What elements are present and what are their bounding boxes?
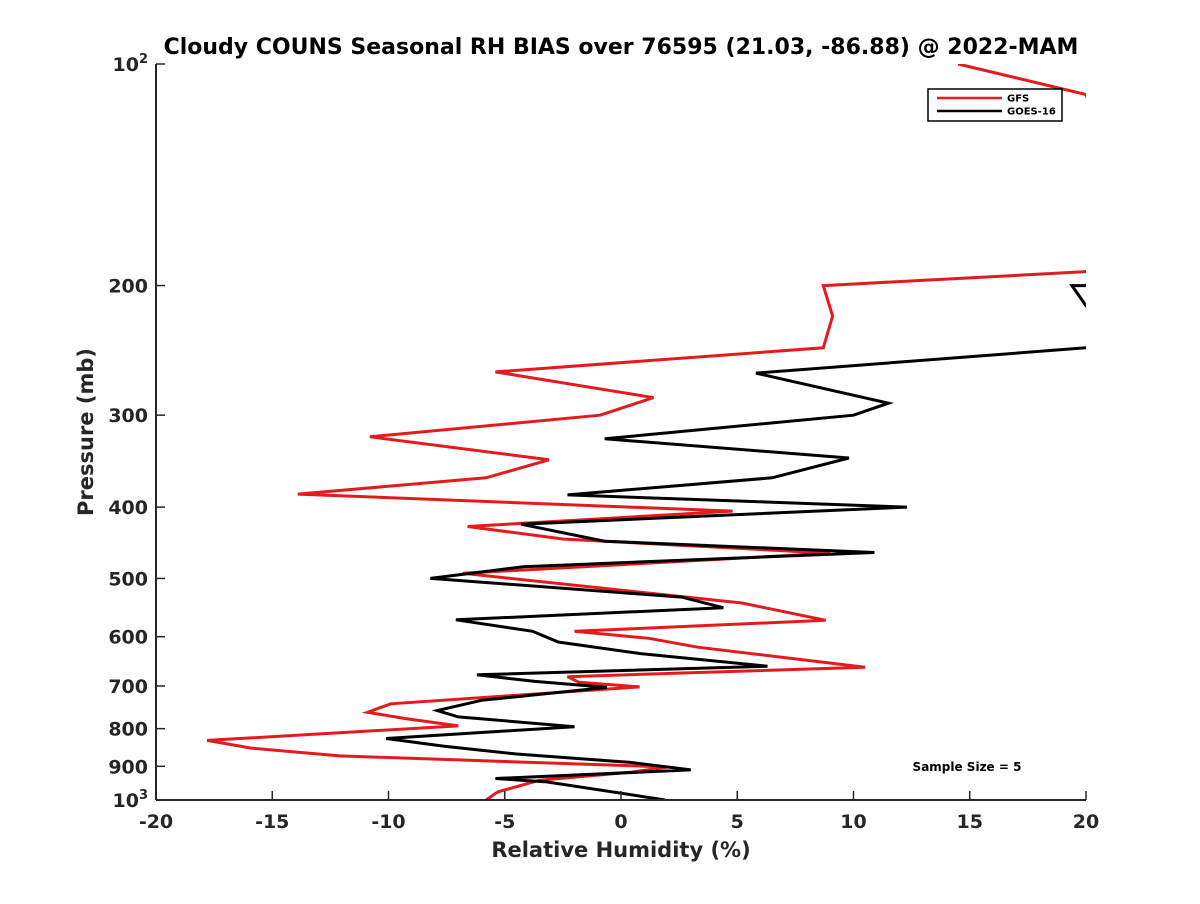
y-tick-label: 500 bbox=[108, 568, 148, 590]
x-tick-label: 10 bbox=[840, 811, 866, 833]
y-tick-label: 700 bbox=[108, 676, 148, 698]
y-tick-label: 600 bbox=[108, 627, 148, 649]
legend: GFS GOES-16 bbox=[927, 88, 1063, 122]
x-axis-label: Relative Humidity (%) bbox=[491, 838, 750, 862]
x-tick-label: 0 bbox=[614, 811, 627, 833]
x-tick-label: -10 bbox=[371, 811, 405, 833]
series-layer bbox=[206, 64, 1086, 800]
legend-box bbox=[927, 88, 1063, 122]
y-tick-label: 900 bbox=[108, 756, 148, 778]
sample-size-annotation: Sample Size = 5 bbox=[913, 760, 1022, 774]
x-tick-label: 15 bbox=[957, 811, 983, 833]
x-tick-label: -20 bbox=[139, 811, 173, 833]
legend-label-gfs: GFS bbox=[1007, 94, 1029, 105]
series-line-goes-16 bbox=[386, 282, 1086, 800]
y-tick-label: 800 bbox=[108, 719, 148, 741]
legend-label-goes-16: GOES-16 bbox=[1007, 107, 1056, 118]
y-tick-label: 400 bbox=[108, 497, 148, 519]
y-tick-label: 200 bbox=[108, 276, 148, 298]
chart-title: Cloudy COUNS Seasonal RH BIAS over 76595… bbox=[164, 35, 1079, 60]
series-line-gfs bbox=[206, 64, 1086, 800]
y-tick-label: 300 bbox=[108, 405, 148, 427]
x-tick-label: -5 bbox=[494, 811, 515, 833]
y-axis-label: Pressure (mb) bbox=[74, 348, 98, 516]
x-axis-ticks: -20 -15 -10 -5 0 5 10 15 20 bbox=[139, 791, 1099, 833]
y-tick-label: 103 bbox=[113, 788, 149, 812]
x-tick-label: 5 bbox=[731, 811, 744, 833]
x-tick-label: -15 bbox=[255, 811, 289, 833]
y-tick-label: 102 bbox=[113, 52, 149, 76]
x-tick-label: 20 bbox=[1073, 811, 1099, 833]
y-axis-ticks: 102 200 300 400 500 600 700 800 900 103 bbox=[108, 52, 165, 812]
